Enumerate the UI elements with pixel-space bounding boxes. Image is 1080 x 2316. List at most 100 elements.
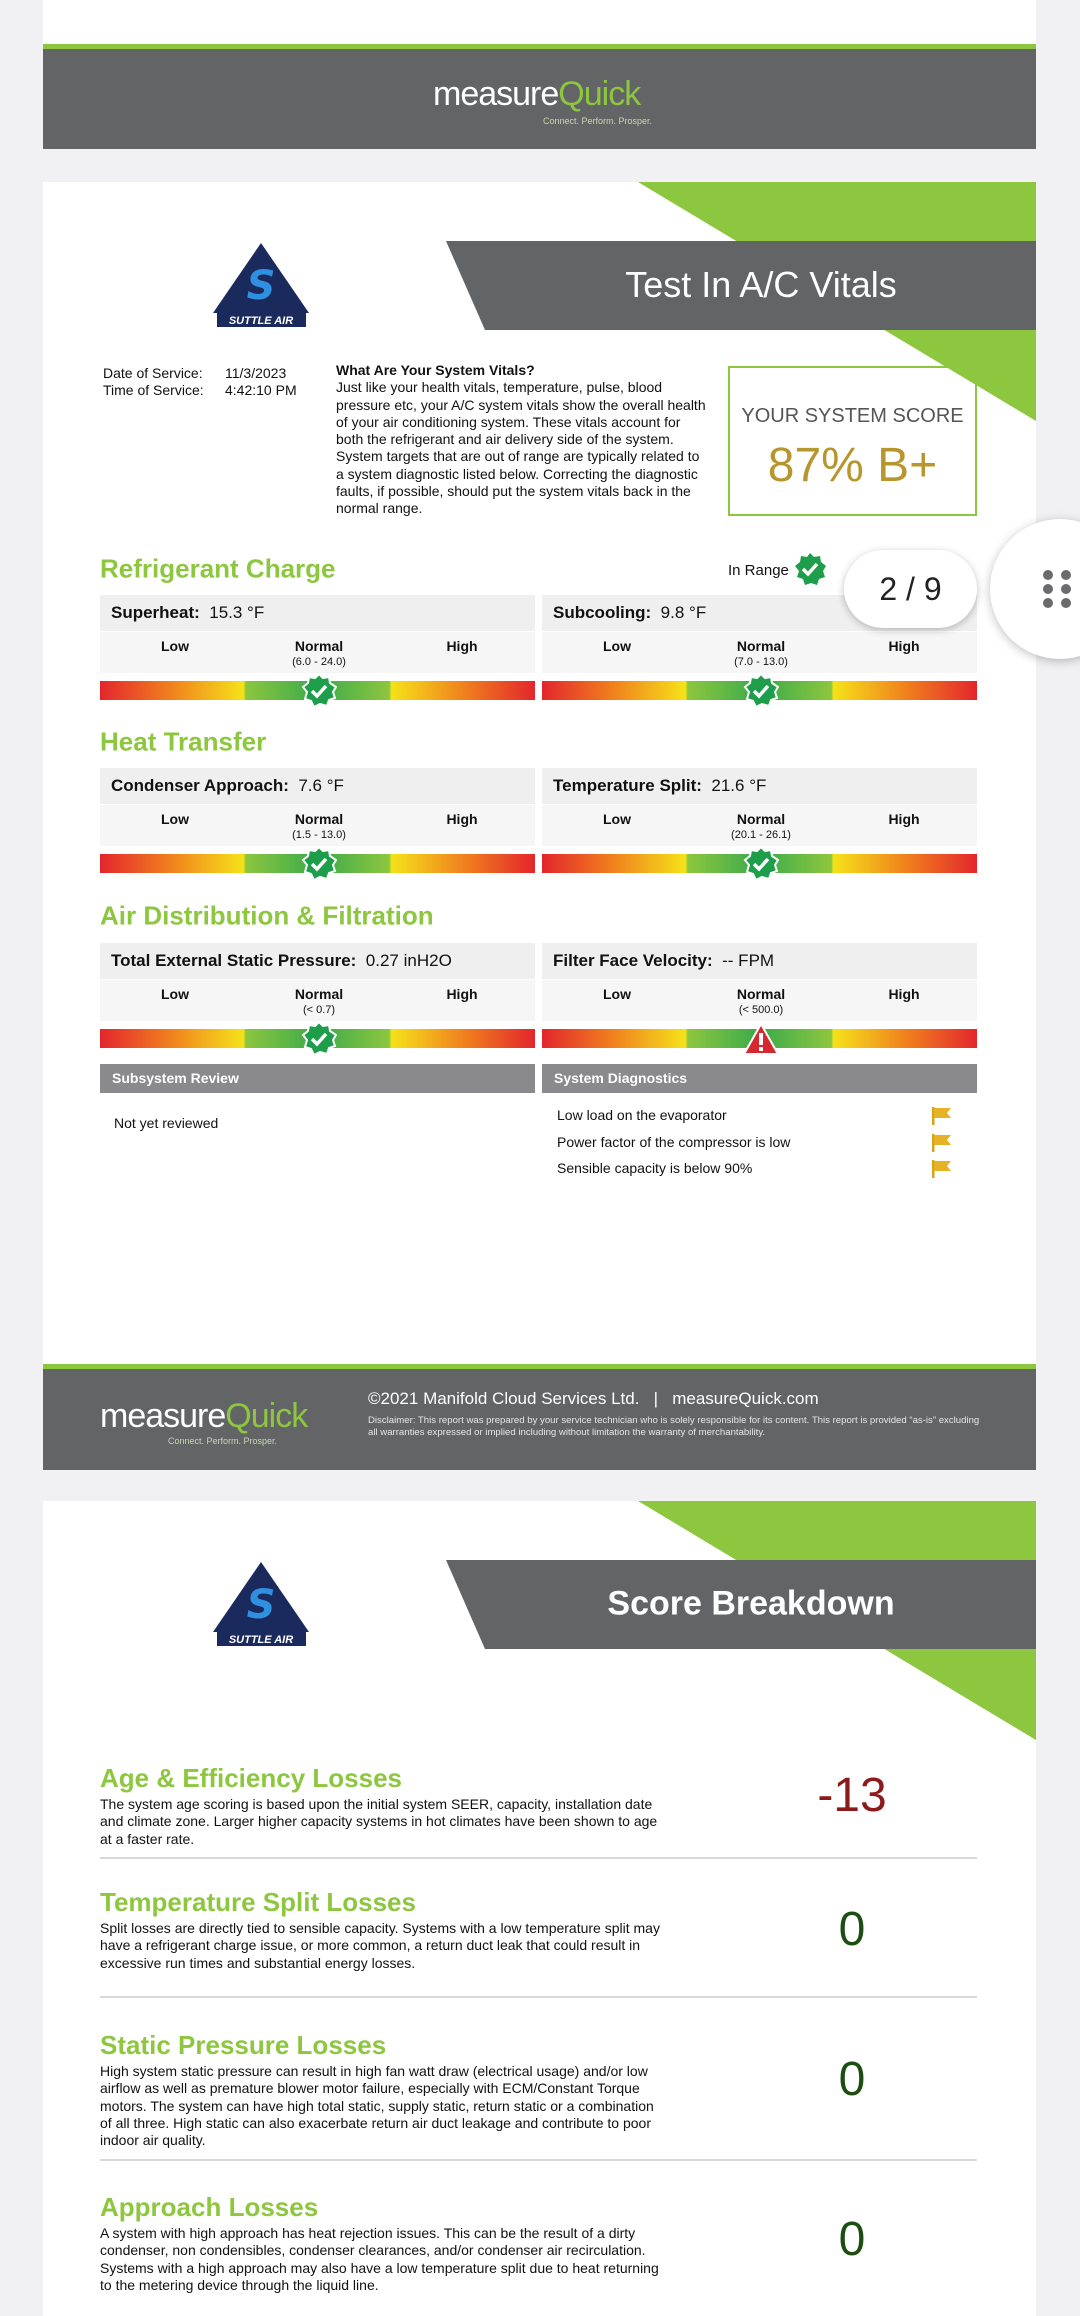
- scale-label: Normal: [736, 811, 786, 827]
- warning-marker: [742, 1021, 780, 1055]
- loss-description: High system static pressure can result i…: [100, 2063, 654, 2149]
- score-box: YOUR SYSTEM SCORE 87% B+: [728, 366, 977, 516]
- scale-label: Low: [161, 986, 189, 1002]
- check-marker: [301, 1020, 338, 1057]
- brand-tagline: Connect. Perform. Prosper.: [543, 116, 653, 126]
- intro: What Are Your System Vitals? Just like yo…: [336, 362, 706, 518]
- scale-label: Low: [161, 638, 189, 654]
- diagnostic-item: Power factor of the compressor is low: [557, 1133, 791, 1150]
- check-marker: [301, 845, 338, 882]
- svg-text:S: S: [247, 263, 276, 309]
- scale-label: Normal: [294, 811, 344, 827]
- scale-label: Normal: [736, 986, 786, 1002]
- gauge-label: Temperature Split:: [553, 776, 702, 795]
- loss-description: Split losses are directly tied to sensib…: [100, 1920, 660, 1971]
- loss-value: -13: [817, 1769, 887, 1822]
- footer-tagline: Connect. Perform. Prosper.: [168, 1436, 278, 1446]
- footer-bar: measureQuick Connect. Perform. Prosper. …: [43, 1364, 1036, 1470]
- gauge-scale-bg: [100, 632, 535, 673]
- divider: [100, 1857, 977, 1859]
- separator: |: [653, 1389, 659, 1408]
- gauge-spacer: [356, 951, 365, 970]
- brand-prefix: measure: [433, 75, 559, 113]
- normal-range: (1.5 - 13.0): [292, 829, 346, 841]
- svg-text:S: S: [247, 1582, 276, 1628]
- loss-value: 0: [838, 2053, 866, 2106]
- check-marker: [743, 672, 780, 709]
- banner-graphic: [446, 1501, 1036, 1740]
- site: measureQuick.com: [672, 1389, 819, 1408]
- brand-suffix: Quick: [558, 75, 641, 113]
- subsystem-text: Not yet reviewed: [114, 1115, 219, 1131]
- header-bar: measureQuick Connect. Perform. Prosper.: [43, 44, 1036, 149]
- time-label: Time of Service:: [103, 382, 204, 399]
- check-marker: [743, 845, 780, 882]
- scale-label: High: [446, 811, 478, 827]
- scale-label: Normal: [736, 638, 786, 654]
- gauge-label: Superheat:: [111, 603, 200, 622]
- disclaimer: Disclaimer: This report was prepared by …: [368, 1415, 980, 1438]
- company-name: SUTTLE AIR: [229, 315, 293, 327]
- gauge-scale-bg: [542, 980, 977, 1021]
- loss-title: Temperature Split Losses: [100, 1887, 416, 1917]
- scale-label: Low: [603, 811, 631, 827]
- gauge-scale-bg: [542, 632, 977, 673]
- score-label: YOUR SYSTEM SCORE: [741, 405, 964, 427]
- gauge-label-box: Superheat: 15.3 °F: [100, 595, 535, 631]
- gauge-label: Filter Face Velocity:: [553, 951, 713, 970]
- scale-label: High: [888, 986, 920, 1002]
- diagnostic-item: Low load on the evaporator: [557, 1107, 727, 1123]
- gauge-reading: 15.3 °F: [209, 603, 265, 622]
- loss-value: 0: [838, 1903, 866, 1956]
- company-logo: S SUTTLE AIR: [211, 1560, 312, 1648]
- check-marker: [301, 672, 338, 709]
- date: 11/3/2023: [225, 365, 287, 381]
- company-logo: S SUTTLE AIR: [211, 241, 312, 329]
- normal-range: (20.1 - 26.1): [731, 829, 791, 841]
- diagnostic-flag: [931, 1106, 953, 1126]
- banner-graphic: [446, 182, 1036, 421]
- page-2: Test In A/C Vitals S SUTTLE AIR Date of …: [43, 182, 1036, 1470]
- gauge-spacer: [651, 603, 660, 622]
- date-label: Date of Service:: [103, 365, 203, 381]
- divider: [100, 1996, 977, 1998]
- intro-body: Just like your health vitals, temperatur…: [336, 379, 706, 517]
- page-1: measureQuick Connect. Perform. Prosper.: [43, 0, 1036, 149]
- time: 4:42:10 PM: [225, 382, 297, 399]
- brand-suffix: Quick: [225, 1397, 308, 1435]
- gauge-scale-bg: [100, 805, 535, 846]
- scale-label: Normal: [294, 986, 344, 1002]
- footer-line: ©2021 Manifold Cloud Services Ltd. | mea…: [368, 1389, 819, 1409]
- gauge-label-box: Condenser Approach: 7.6 °F: [100, 768, 535, 804]
- loss-title: Static Pressure Losses: [100, 2030, 387, 2060]
- service-labels: Date of Service: Time of Service:: [103, 365, 223, 400]
- gauge-reading: 0.27 inH2O: [365, 951, 452, 970]
- section-heading: Refrigerant Charge: [100, 553, 336, 584]
- scale-label: Low: [603, 638, 631, 654]
- gauge-scale-bg: [100, 980, 535, 1021]
- brand-prefix: measure: [100, 1397, 226, 1435]
- diagnostics-header: System Diagnostics: [542, 1064, 977, 1093]
- gauge-label-box: Filter Face Velocity: -- FPM: [542, 943, 977, 979]
- scale-label: Low: [603, 986, 631, 1002]
- gauge-reading: -- FPM: [722, 951, 775, 970]
- gauge-label: Subcooling:: [553, 603, 652, 622]
- brand-logo: measureQuick: [433, 75, 641, 114]
- scale-label: High: [888, 638, 920, 654]
- gauge-spacer: [702, 776, 711, 795]
- gauge-spacer: [713, 951, 722, 970]
- gauge-label: Condenser Approach:: [111, 776, 289, 795]
- gauge-spacer: [200, 603, 209, 622]
- company-name: SUTTLE AIR: [229, 1634, 293, 1646]
- menu-icon: [1043, 570, 1071, 608]
- gauge-reading: 7.6 °F: [298, 776, 344, 795]
- normal-range: (< 500.0): [738, 1004, 784, 1016]
- scale-label: High: [888, 811, 920, 827]
- scale-label: Normal: [294, 638, 344, 654]
- loss-description: A system with high approach has heat rej…: [100, 2225, 659, 2293]
- score-value: 87% B+: [767, 439, 938, 492]
- scale-label: Low: [161, 811, 189, 827]
- diagnostic-flag: [931, 1159, 953, 1179]
- service-values: 11/3/2023 4:42:10 PM: [225, 365, 345, 400]
